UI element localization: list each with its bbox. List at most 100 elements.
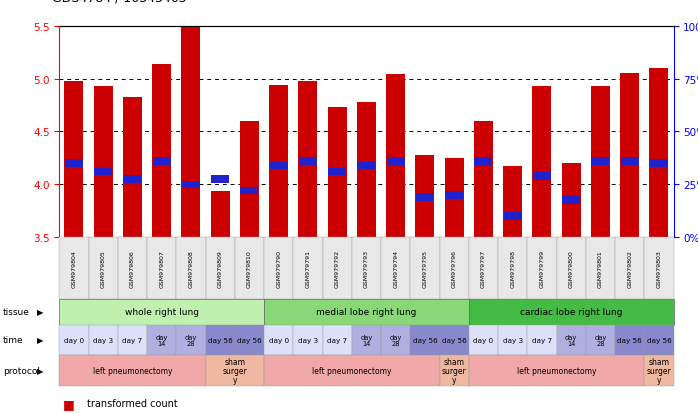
Text: ▶: ▶ [37,308,44,317]
Text: GSM979797: GSM979797 [481,249,486,287]
Text: time: time [3,336,24,344]
Bar [621,74,639,237]
Bar [211,176,229,183]
Text: whole right lung: whole right lung [125,308,199,317]
Text: day 0: day 0 [473,337,493,343]
Text: sham
surger
y: sham surger y [442,357,466,384]
Bar [240,188,258,195]
Text: GSM979810: GSM979810 [247,249,252,287]
Text: GSM979798: GSM979798 [510,249,515,287]
Bar [299,82,318,237]
Bar [123,97,142,237]
Text: GSM979804: GSM979804 [71,249,77,287]
Bar [533,87,551,237]
Text: GDS4784 / 10343463: GDS4784 / 10343463 [52,0,187,4]
Bar [649,69,669,237]
Bar [591,158,609,165]
Text: left pneumonectomy: left pneumonectomy [517,366,596,375]
Text: GSM979801: GSM979801 [598,249,603,287]
Text: GSM979802: GSM979802 [628,249,632,287]
Text: GSM979790: GSM979790 [276,249,281,287]
Text: day 7: day 7 [122,337,142,343]
Text: day
14: day 14 [565,334,577,346]
Text: day 7: day 7 [532,337,552,343]
Bar [182,181,200,188]
Text: day 3: day 3 [93,337,113,343]
Text: day 56: day 56 [237,337,262,343]
Text: GSM979808: GSM979808 [188,249,193,287]
Bar [211,191,230,237]
Bar [181,27,200,237]
Bar [475,158,493,165]
Bar [327,108,347,237]
Text: day 0: day 0 [64,337,84,343]
Text: GSM979807: GSM979807 [159,249,164,287]
Bar [64,82,84,237]
Bar [415,155,434,237]
Text: cardiac lobe right lung: cardiac lobe right lung [520,308,623,317]
Bar [124,176,142,183]
Text: day
28: day 28 [594,334,607,346]
Text: day 0: day 0 [269,337,289,343]
Bar [357,103,376,237]
Bar [240,122,259,237]
Text: ■: ■ [63,397,75,410]
Bar [269,86,288,237]
Text: sham
surger
y: sham surger y [223,357,247,384]
Bar [386,75,406,237]
Text: protocol: protocol [3,366,40,375]
Text: medial lobe right lung: medial lobe right lung [316,308,417,317]
Text: day
28: day 28 [185,334,197,346]
Text: day 56: day 56 [208,337,232,343]
Bar [299,158,317,165]
Text: day 7: day 7 [327,337,348,343]
Text: transformed count: transformed count [87,399,178,408]
Text: day
14: day 14 [360,334,373,346]
Text: GSM979799: GSM979799 [540,249,544,287]
Bar [416,194,434,201]
Bar [503,167,522,237]
Text: GSM979800: GSM979800 [569,249,574,287]
Text: GSM979791: GSM979791 [306,249,311,287]
Text: GSM979803: GSM979803 [656,249,662,287]
Text: day 56: day 56 [413,337,438,343]
Text: left pneumonectomy: left pneumonectomy [93,366,172,375]
Bar [533,173,551,180]
Bar [504,213,521,220]
Bar [562,164,581,237]
Text: GSM979792: GSM979792 [335,249,340,287]
Bar [445,192,463,199]
Text: GSM979795: GSM979795 [422,249,427,287]
Text: day
14: day 14 [156,334,168,346]
Text: day 56: day 56 [646,337,671,343]
Text: GSM979794: GSM979794 [393,249,398,287]
Bar [445,159,463,237]
Bar [621,158,639,165]
Text: GSM979806: GSM979806 [130,249,135,287]
Text: tissue: tissue [3,308,30,317]
Text: GSM979793: GSM979793 [364,249,369,287]
Bar [94,169,112,176]
Text: ▶: ▶ [37,336,44,344]
Text: GSM979796: GSM979796 [452,249,456,287]
Text: sham
surger
y: sham surger y [646,357,671,384]
Text: GSM979805: GSM979805 [101,249,105,287]
Text: ▶: ▶ [37,366,44,375]
Bar [474,122,493,237]
Bar [328,169,346,176]
Text: day 3: day 3 [503,337,523,343]
Bar [153,158,171,165]
Bar [94,87,112,237]
Text: day 56: day 56 [442,337,466,343]
Bar [269,162,288,170]
Bar [387,158,405,165]
Bar [562,197,580,204]
Bar [591,87,610,237]
Bar [357,162,376,170]
Text: GSM979809: GSM979809 [218,249,223,287]
Text: left pneumonectomy: left pneumonectomy [312,366,392,375]
Bar [65,160,83,167]
Bar [152,65,171,237]
Text: day 3: day 3 [298,337,318,343]
Bar [650,160,668,167]
